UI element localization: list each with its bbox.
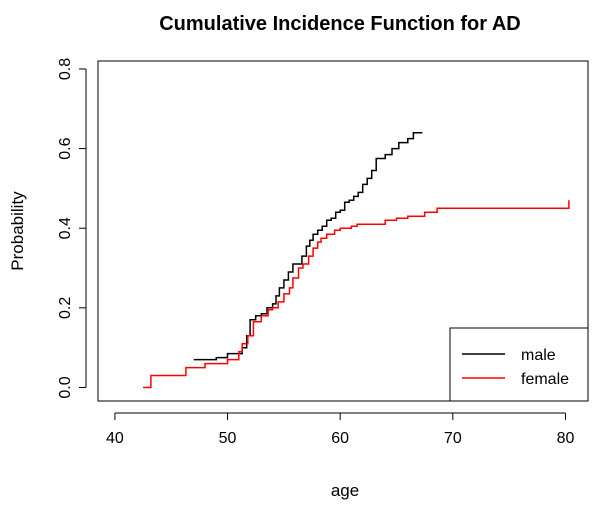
y-axis: 0.0 0.2 0.4 0.6 0.8 [57, 58, 87, 399]
y-tick-label: 0.2 [57, 297, 74, 319]
x-axis-label: age [331, 481, 359, 500]
legend-box [449, 327, 589, 402]
plot-area [97, 60, 589, 402]
series-line-male [193, 131, 423, 361]
legend: male female [449, 327, 589, 402]
legend-label-female: female [521, 371, 569, 388]
y-axis-label: Probability [8, 191, 27, 271]
y-tick-label: 0.6 [57, 137, 74, 159]
x-axis: 40 50 60 70 80 [106, 412, 575, 447]
y-tick-label: 0.0 [57, 376, 74, 398]
x-tick-label: 60 [331, 430, 349, 447]
series-layer [143, 131, 570, 389]
y-tick-label: 0.8 [57, 58, 74, 80]
chart-title: Cumulative Incidence Function for AD [159, 13, 521, 35]
x-tick-label: 40 [106, 430, 124, 447]
y-tick-label: 0.4 [57, 217, 74, 239]
legend-label-male: male [521, 347, 556, 364]
x-tick-label: 50 [219, 430, 237, 447]
x-tick-label: 80 [557, 430, 575, 447]
series-line-female [143, 200, 570, 389]
x-tick-label: 70 [444, 430, 462, 447]
